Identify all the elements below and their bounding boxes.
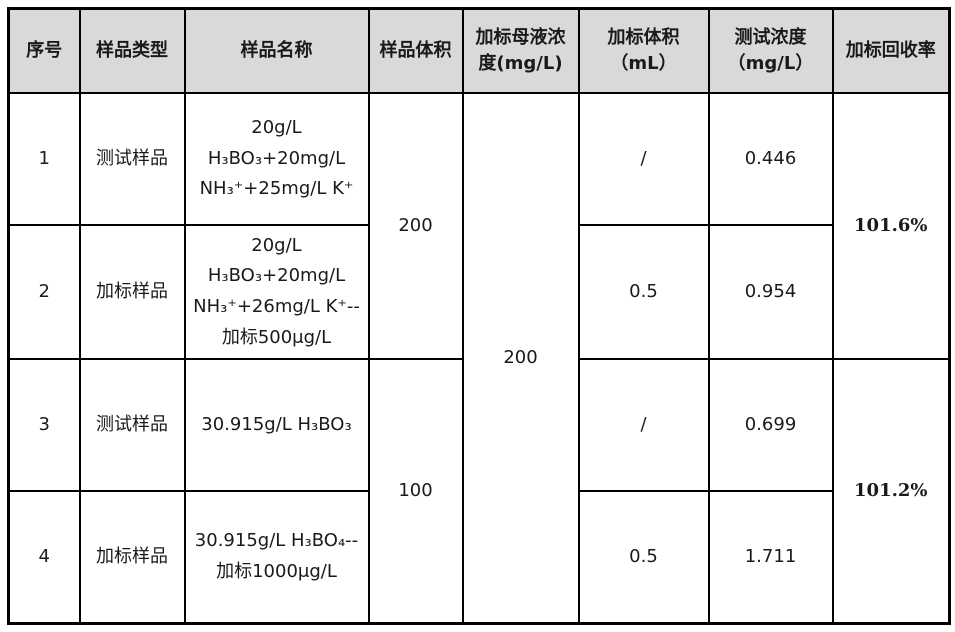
table-row: 2 加标样品 20g/L H₃BO₃+20mg/L NH₃⁺+26mg/L K⁺…	[7, 224, 950, 360]
header-cell-sample-volume: 样品体积	[367, 7, 464, 94]
cell-test-concentration: 0.699	[707, 358, 834, 492]
cell-index: 4	[7, 490, 81, 625]
cell-sample-name: 30.915g/L H₃BO₃	[183, 358, 370, 492]
table-header: 序号 样品类型 样品名称 样品体积 加标母液浓 度(mg/L) 加标体积 （mL…	[7, 7, 951, 94]
table-body: 1 测试样品 20g/L H₃BO₃+20mg/L NH₃⁺+25mg/L K⁺…	[7, 92, 951, 625]
cell-spike-volume: /	[577, 358, 710, 492]
cell-test-concentration: 1.711	[707, 490, 834, 625]
header-cell-stock-concentration: 加标母液浓 度(mg/L)	[461, 7, 580, 94]
cell-sample-type: 测试样品	[78, 92, 186, 226]
cell-index: 1	[7, 92, 81, 226]
cell-sample-name: 30.915g/L H₃BO₄-- 加标1000μg/L	[183, 490, 370, 625]
header-row: 序号 样品类型 样品名称 样品体积 加标母液浓 度(mg/L) 加标体积 （mL…	[7, 7, 951, 94]
cell-sample-type: 加标样品	[78, 490, 186, 625]
header-cell-spike-volume: 加标体积 （mL）	[577, 7, 710, 94]
header-cell-test-concentration: 测试浓度 （mg/L）	[707, 7, 834, 94]
header-cell-recovery: 加标回收率	[831, 7, 951, 94]
cell-index: 2	[7, 224, 81, 360]
cell-spike-volume: 0.5	[577, 224, 710, 360]
cell-stock-concentration-merged: 200	[461, 92, 580, 625]
table-row: 4 加标样品 30.915g/L H₃BO₄-- 加标1000μg/L 0.5 …	[7, 490, 950, 625]
cell-index: 3	[7, 358, 81, 492]
cell-sample-type: 加标样品	[78, 224, 186, 360]
cell-test-concentration: 0.446	[707, 92, 834, 226]
cell-spike-volume: /	[577, 92, 710, 226]
header-cell-sample-type: 样品类型	[78, 7, 186, 94]
cell-sample-name: 20g/L H₃BO₃+20mg/L NH₃⁺+26mg/L K⁺-- 加标50…	[183, 224, 370, 360]
cell-recovery-merged: 101.6%	[831, 92, 951, 360]
table-row: 3 测试样品 30.915g/L H₃BO₃ 100 / 0.699 101.2…	[7, 358, 951, 625]
table-row: 1 测试样品 20g/L H₃BO₃+20mg/L NH₃⁺+25mg/L K⁺…	[7, 92, 951, 625]
header-cell-sample-name: 样品名称	[183, 7, 370, 94]
cell-sample-volume-merged: 200	[367, 92, 464, 360]
cell-spike-volume: 0.5	[577, 490, 710, 625]
cell-sample-type: 测试样品	[78, 358, 186, 492]
cell-recovery-merged: 101.2%	[831, 358, 951, 625]
spike-recovery-table: 序号 样品类型 样品名称 样品体积 加标母液浓 度(mg/L) 加标体积 （mL…	[7, 7, 951, 625]
cell-test-concentration: 0.954	[707, 224, 834, 360]
header-cell-index: 序号	[7, 7, 81, 94]
cell-sample-volume-merged: 100	[367, 358, 464, 625]
cell-sample-name: 20g/L H₃BO₃+20mg/L NH₃⁺+25mg/L K⁺	[183, 92, 370, 226]
